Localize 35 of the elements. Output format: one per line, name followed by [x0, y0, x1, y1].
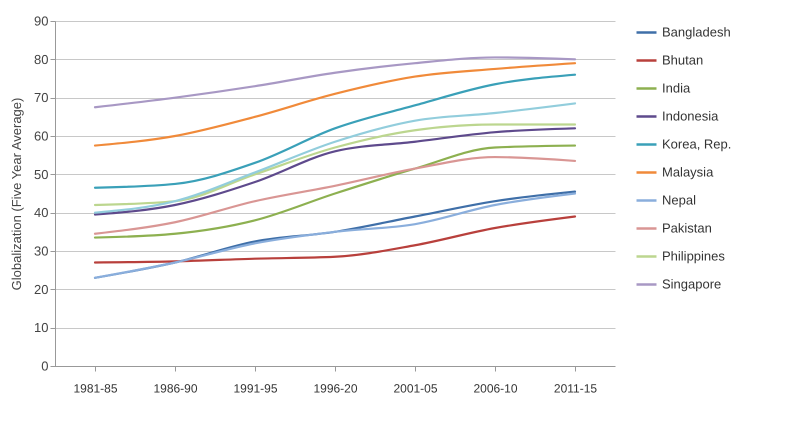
y-tick-label: 80: [34, 52, 48, 67]
line-series: [94, 56, 576, 108]
y-tick-label: 90: [34, 14, 48, 28]
y-tick-label: 60: [34, 128, 48, 144]
line-series: [94, 156, 576, 235]
legend-label: Singapore: [662, 276, 722, 292]
y-tick-label: 70: [34, 90, 48, 106]
x-tick-label: 1986-90: [153, 382, 198, 396]
legend-label: Bangladesh: [662, 24, 731, 40]
y-tick-label: 40: [34, 205, 48, 220]
x-tick-label: 1991-95: [233, 382, 278, 396]
y-tick-label: 0: [41, 358, 48, 374]
line-series: [94, 74, 576, 189]
line-series: [94, 102, 576, 214]
legend-label: India: [662, 80, 691, 96]
legend-label: Korea, Rep.: [662, 136, 732, 152]
legend-label: Pakistan: [662, 220, 712, 236]
x-tick-label: 1981-85: [73, 382, 118, 396]
x-tick-label: 2001-05: [393, 382, 438, 396]
x-tick-label: 1996-20: [313, 382, 358, 396]
y-tick-label: 20: [34, 282, 48, 297]
line-series: [94, 144, 576, 239]
y-tick-label: 30: [34, 244, 48, 258]
legend-label: Malaysia: [662, 164, 714, 180]
x-tick-label: 2006-10: [473, 382, 518, 396]
x-tick-label: 2011-15: [554, 382, 598, 396]
legend-label: Indonesia: [662, 108, 720, 124]
legend-label: Bhutan: [662, 52, 704, 68]
y-tick-label: 50: [34, 166, 48, 182]
line-series: [94, 215, 576, 264]
y-axis-title: Globalization (Five Year Average): [9, 98, 24, 290]
legend-label: Philippines: [662, 248, 726, 264]
legend-label: Nepal: [662, 192, 696, 208]
line-series: [94, 62, 576, 147]
y-tick-label: 10: [34, 320, 48, 336]
